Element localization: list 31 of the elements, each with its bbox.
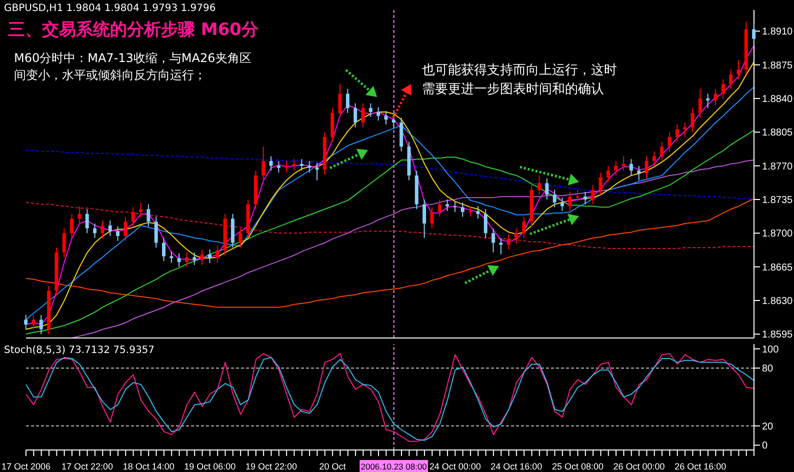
y-tick-label: 1.8840 xyxy=(762,94,794,106)
chart-title: Stoch(8,5,3) 73.7132 75.9357 xyxy=(4,345,155,356)
y-tick-label: 1.8735 xyxy=(762,195,794,206)
x-tick-label: 24 Oct 16:00 xyxy=(490,462,542,472)
annotation: 也可能获得支持而向上运行，这时需要更进一步图表时间和的确认 xyxy=(422,62,618,99)
y-tick-label: 0 xyxy=(762,440,768,452)
x-tick-label: 17 Oct 2006 xyxy=(1,462,51,472)
x-tick-label: 25 Oct 08:00 xyxy=(552,462,604,472)
y-tick-label: 20 xyxy=(762,421,774,432)
y-tick-label: 1.8595 xyxy=(762,330,794,341)
x-tick-label: 26 Oct 00:00 xyxy=(613,462,665,472)
y-tick-label: 1.8630 xyxy=(762,296,794,308)
x-tick-label: 2006.10.23 08:00 xyxy=(360,462,428,472)
y-tick-label: 100 xyxy=(762,344,780,356)
x-tick-label: 19 Oct 06:00 xyxy=(184,462,236,472)
y-tick-label: 1.8700 xyxy=(762,228,794,240)
y-tick-label: 1.8665 xyxy=(762,262,794,274)
y-tick-label: 1.8770 xyxy=(762,161,794,172)
annotation: GBPUSD,H1 1.9804 1.9804 1.9793 1.9796 xyxy=(4,2,217,16)
y-tick-label: 1.8910 xyxy=(762,26,794,38)
text: 三、交易系统的分析步骤 M60分 xyxy=(8,19,258,41)
y-tick-label: 1.8875 xyxy=(762,60,794,72)
x-tick-label: 26 Oct 16:00 xyxy=(674,462,726,472)
x-tick-label: 17 Oct 22:00 xyxy=(62,462,114,472)
x-tick-label: 19 Oct 22:00 xyxy=(245,462,297,472)
annotation: M60分时中：MA7-13收缩，与MA26夹角区间变小，水平或倾斜向反方向运行； xyxy=(14,50,252,84)
y-tick-label: 80 xyxy=(762,364,774,375)
x-tick-label: 20 Oct xyxy=(319,462,346,472)
x-tick-label: 24 Oct 00:00 xyxy=(429,462,481,472)
x-tick-label: 18 Oct 14:00 xyxy=(122,462,174,472)
y-tick-label: 1.8805 xyxy=(762,128,794,139)
